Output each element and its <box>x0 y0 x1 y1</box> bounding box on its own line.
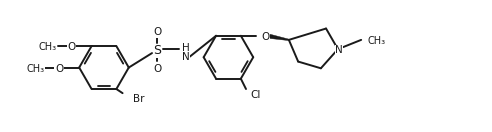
Text: CH₃: CH₃ <box>27 63 45 74</box>
Text: O: O <box>153 27 161 37</box>
Text: N: N <box>182 52 189 62</box>
Text: O: O <box>55 63 63 74</box>
Text: S: S <box>153 44 161 57</box>
Text: O: O <box>153 63 161 74</box>
Text: N: N <box>335 45 343 55</box>
Text: CH₃: CH₃ <box>368 36 386 46</box>
Text: Br: Br <box>133 94 145 104</box>
Text: O: O <box>261 32 270 42</box>
Polygon shape <box>266 34 289 41</box>
Text: O: O <box>67 42 76 52</box>
Text: Cl: Cl <box>250 90 260 100</box>
Text: CH₃: CH₃ <box>39 42 57 52</box>
Text: H: H <box>182 43 189 53</box>
